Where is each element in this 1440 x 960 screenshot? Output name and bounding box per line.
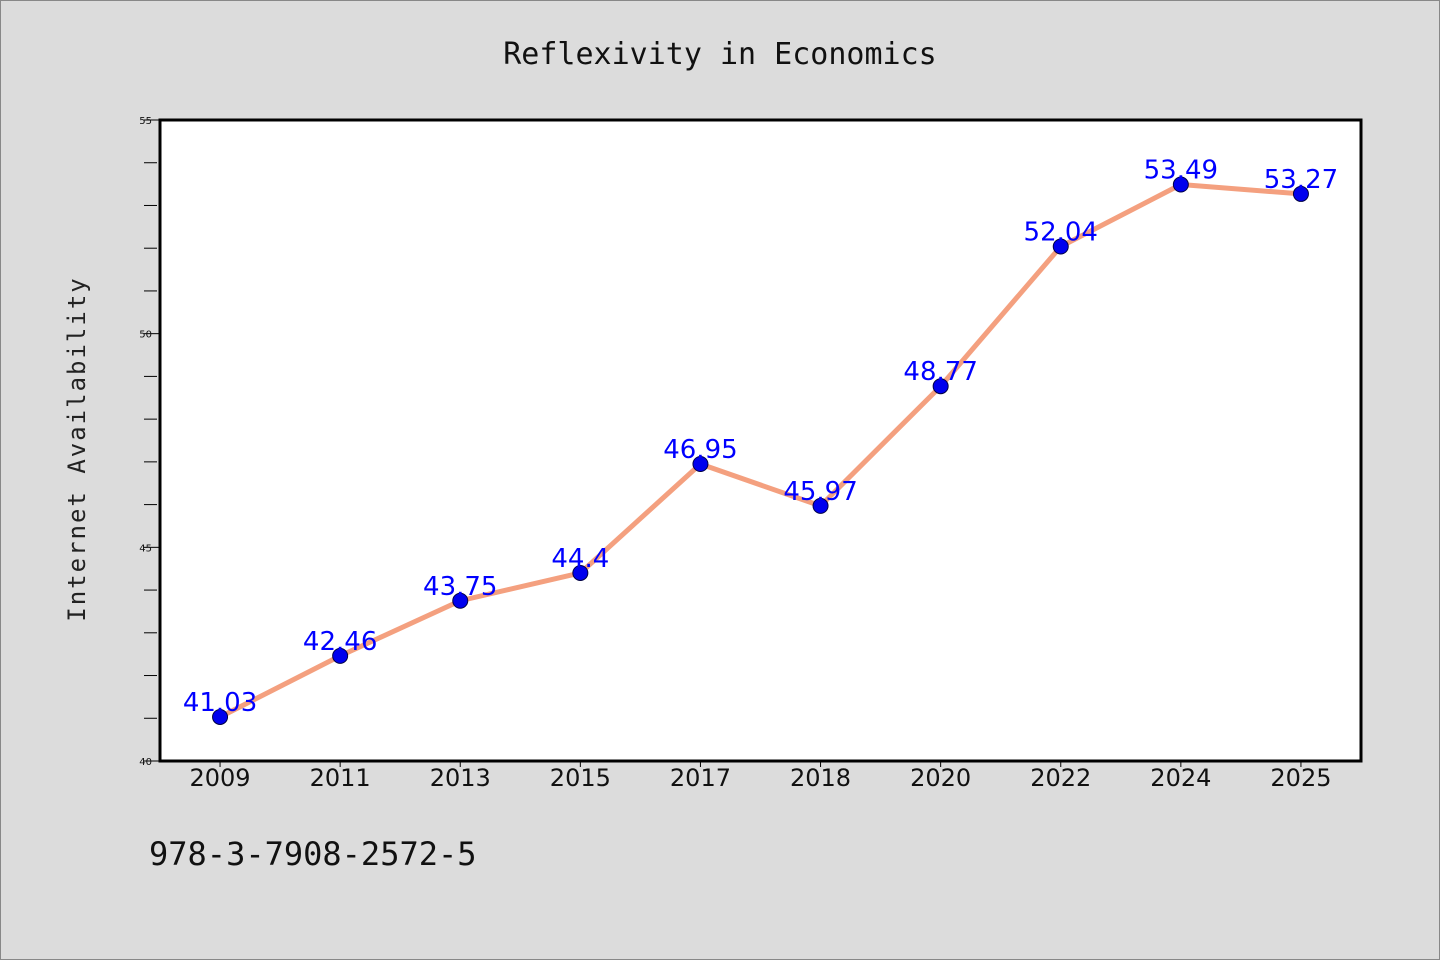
data-label: 53.49 xyxy=(1144,156,1218,186)
data-point xyxy=(692,456,709,473)
x-tick-label: 2020 xyxy=(910,764,971,792)
data-label: 41.03 xyxy=(183,688,257,718)
y-tick-label: 55 xyxy=(139,116,152,127)
x-tick-label: 2009 xyxy=(190,764,251,792)
data-label: 45.97 xyxy=(783,477,857,507)
data-point xyxy=(572,564,589,581)
data-point xyxy=(932,378,949,395)
x-tick-label: 2017 xyxy=(670,764,731,792)
data-point xyxy=(1292,185,1309,202)
x-axis: 2009 2011 2013 2015 2017 2018 2020 2022 2024 2025 xyxy=(190,761,1331,792)
x-tick-label: 2011 xyxy=(310,764,371,792)
y-tick-label: 40 xyxy=(139,757,152,768)
footer-code: 978-3-7908-2572-5 xyxy=(149,835,477,873)
y-tick-label: 50 xyxy=(139,330,152,341)
x-tick-label: 2022 xyxy=(1030,764,1091,792)
series-line xyxy=(217,182,1304,720)
y-axis-label: Internet Availability xyxy=(63,276,91,621)
data-label: 53.27 xyxy=(1264,165,1338,195)
y-tick-label: 45 xyxy=(139,543,152,554)
x-tick-label: 2015 xyxy=(550,764,611,792)
data-label: 44.4 xyxy=(551,544,609,574)
data-point xyxy=(1172,176,1189,193)
x-tick-label: 2013 xyxy=(430,764,491,792)
data-label: 48.77 xyxy=(903,357,977,387)
data-label: 52.04 xyxy=(1024,217,1098,247)
data-point xyxy=(1052,238,1069,255)
plot-area xyxy=(158,118,1363,763)
data-point xyxy=(812,497,829,514)
x-tick-label: 2018 xyxy=(790,764,851,792)
data-labels: 41.03 42.46 43.75 44.4 46.95 45.97 48.77 52.04 5… xyxy=(183,156,1338,718)
x-tick-label: 2025 xyxy=(1270,764,1331,792)
x-tick-label: 2024 xyxy=(1150,764,1211,792)
series-layer xyxy=(212,176,1309,725)
data-label: 42.46 xyxy=(303,627,377,657)
data-label: 46.95 xyxy=(663,435,737,465)
data-point xyxy=(452,592,469,609)
data-point xyxy=(332,647,349,664)
data-label: 43.75 xyxy=(423,572,497,602)
data-point xyxy=(212,708,229,725)
chart-title: Reflexivity in Economics xyxy=(503,37,936,72)
y-axis: 40 45 50 55 xyxy=(139,116,160,768)
